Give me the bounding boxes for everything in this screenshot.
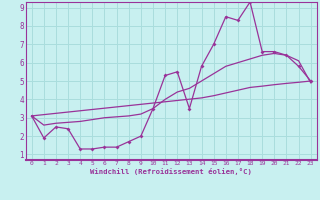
X-axis label: Windchill (Refroidissement éolien,°C): Windchill (Refroidissement éolien,°C) — [90, 168, 252, 175]
